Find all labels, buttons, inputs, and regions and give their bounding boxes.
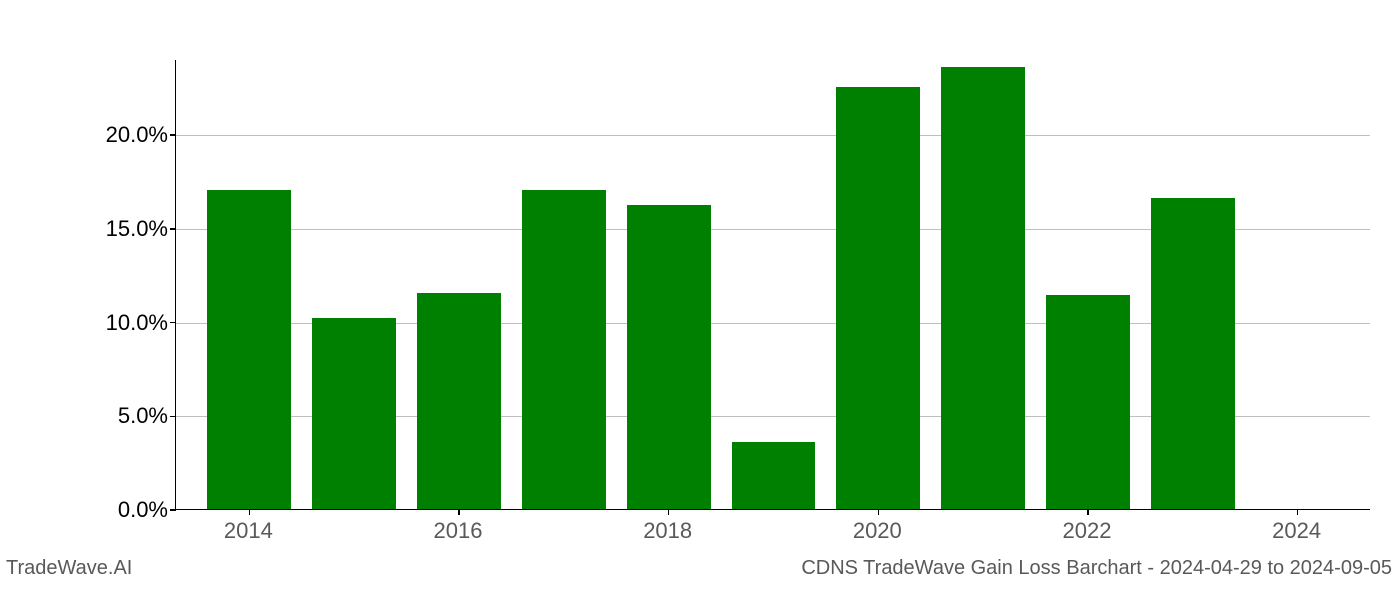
y-tick-mark (170, 228, 176, 230)
x-tick-label: 2014 (224, 518, 273, 544)
y-tick-label: 20.0% (106, 122, 168, 148)
x-tick-label: 2022 (1062, 518, 1111, 544)
x-tick-mark (458, 509, 460, 515)
gridline (176, 135, 1370, 136)
y-tick-label: 10.0% (106, 310, 168, 336)
bar (941, 67, 1025, 510)
plot-area (175, 60, 1370, 510)
bar (417, 293, 501, 509)
x-tick-mark (1297, 509, 1299, 515)
x-tick-mark (668, 509, 670, 515)
y-tick-mark (170, 416, 176, 418)
y-tick-mark (170, 134, 176, 136)
y-tick-mark (170, 322, 176, 324)
bar (1046, 295, 1130, 509)
bar (312, 318, 396, 509)
x-tick-mark (249, 509, 251, 515)
footer-brand: TradeWave.AI (6, 557, 132, 580)
x-tick-mark (878, 509, 880, 515)
x-tick-mark (1087, 509, 1089, 515)
y-tick-label: 5.0% (118, 403, 168, 429)
y-tick-label: 15.0% (106, 216, 168, 242)
x-tick-label: 2018 (643, 518, 692, 544)
bar (836, 87, 920, 509)
bar (522, 190, 606, 509)
footer-caption: CDNS TradeWave Gain Loss Barchart - 2024… (801, 557, 1392, 580)
bar (207, 190, 291, 509)
chart-container (175, 60, 1370, 510)
x-tick-label: 2024 (1272, 518, 1321, 544)
bar (1151, 198, 1235, 509)
x-tick-label: 2020 (853, 518, 902, 544)
x-tick-label: 2016 (434, 518, 483, 544)
y-tick-mark (170, 509, 176, 511)
y-tick-label: 0.0% (118, 497, 168, 523)
bar (627, 205, 711, 509)
bar (732, 442, 816, 510)
